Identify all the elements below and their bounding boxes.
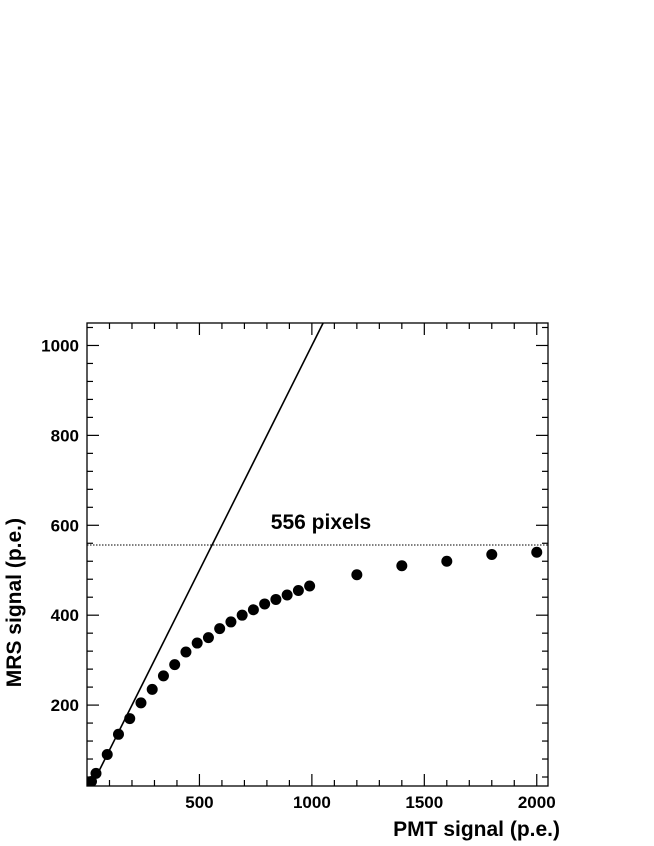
x-tick-label: 500 (185, 793, 213, 812)
data-point (225, 616, 237, 628)
threshold-annotation: 556 pixels (271, 511, 371, 534)
y-axis-title: MRS signal (p.e.) (3, 518, 26, 687)
axis-ticks (87, 323, 548, 786)
data-point (135, 697, 147, 709)
data-point (214, 623, 226, 635)
data-point (124, 713, 136, 725)
plot-area (87, 323, 548, 786)
data-point (180, 646, 192, 658)
x-axis-title: PMT signal (p.e.) (393, 818, 560, 841)
data-point (101, 749, 113, 761)
data-point (292, 584, 304, 596)
data-point (259, 598, 271, 610)
data-point (191, 637, 203, 649)
data-point (112, 728, 124, 740)
data-point (351, 569, 363, 581)
data-point (146, 683, 158, 695)
y-tick-label: 800 (51, 426, 79, 445)
data-point (441, 555, 453, 567)
y-tick-label: 600 (51, 516, 79, 535)
data-point (247, 604, 259, 616)
data-point (531, 546, 543, 558)
x-tick-label: 1000 (293, 793, 331, 812)
data-point (202, 632, 214, 644)
data-point (90, 767, 102, 779)
data-point (281, 589, 293, 601)
linear-reference-line (90, 323, 324, 786)
plot-frame (86, 322, 549, 787)
data-point (396, 560, 408, 572)
data-point (270, 593, 282, 605)
data-point (486, 549, 498, 560)
y-tick-label: 1000 (41, 336, 79, 355)
data-point (157, 670, 169, 682)
data-point (304, 580, 316, 592)
y-tick-label: 400 (51, 606, 79, 625)
x-tick-label: 2000 (518, 793, 556, 812)
x-tick-label: 1500 (405, 793, 443, 812)
data-point (236, 609, 248, 621)
tick-labels: 500 1000 1500 2000 200 400 600 800 1000 (41, 336, 555, 812)
data-point (169, 659, 181, 671)
y-tick-label: 200 (51, 696, 79, 715)
